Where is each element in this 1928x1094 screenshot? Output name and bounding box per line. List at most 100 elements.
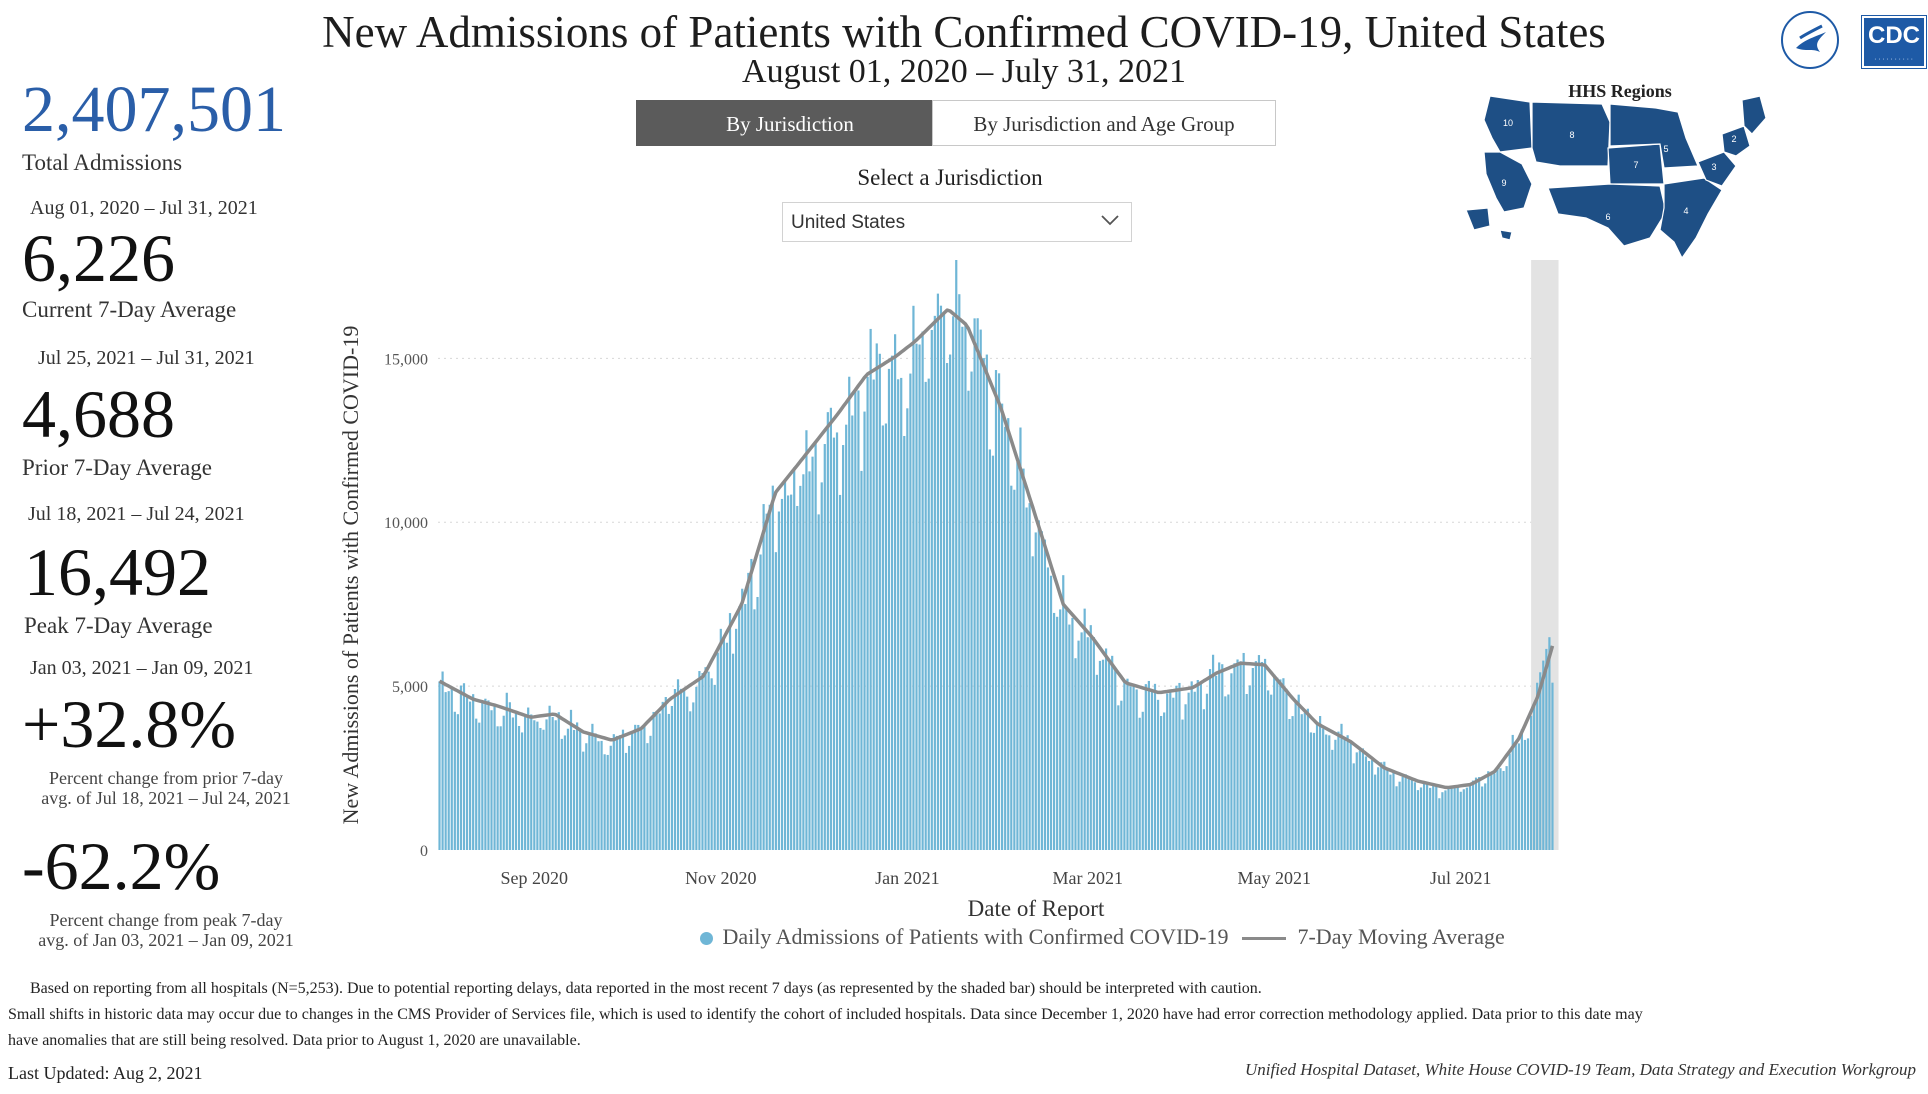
map-region-label-3: 3 — [1711, 162, 1716, 172]
hhs-eagle-icon — [1781, 11, 1839, 69]
map-region-3[interactable] — [1697, 151, 1737, 187]
daily-admission-bar — [646, 743, 649, 850]
daily-admission-bar — [1172, 697, 1175, 850]
daily-admission-bar — [1279, 679, 1282, 850]
daily-admission-bar — [866, 376, 869, 850]
daily-admission-bar — [1395, 786, 1398, 850]
map-region-label-7: 7 — [1633, 160, 1638, 170]
map-region-1[interactable] — [1741, 95, 1767, 135]
daily-admission-bar — [860, 470, 863, 850]
daily-admission-bar — [967, 390, 970, 850]
daily-admission-bar — [707, 671, 710, 850]
daily-admission-bar — [1456, 784, 1459, 850]
daily-admission-bar — [1514, 741, 1517, 850]
moving-average-path — [438, 308, 1555, 790]
daily-admission-bar — [631, 732, 634, 850]
daily-admission-bar — [933, 315, 936, 850]
daily-admission-bar — [1233, 663, 1236, 850]
daily-admission-bar — [1227, 694, 1230, 850]
map-region-8[interactable] — [1531, 101, 1611, 167]
daily-admission-bar — [1453, 787, 1456, 850]
daily-admission-bar — [1019, 427, 1022, 850]
daily-admission-bar — [1526, 738, 1530, 850]
map-hawaii[interactable] — [1499, 229, 1513, 241]
daily-admission-bar — [848, 376, 851, 850]
map-region-label-8: 8 — [1569, 130, 1574, 140]
daily-admission-bar — [1114, 667, 1117, 850]
daily-admission-bar — [771, 485, 774, 850]
daily-admission-bar — [927, 378, 930, 850]
footer-note-1: Based on reporting from all hospitals (N… — [30, 980, 1262, 997]
map-region-label-5: 5 — [1663, 144, 1668, 154]
daily-admission-bar — [1496, 766, 1499, 850]
daily-admission-bar — [539, 727, 542, 850]
daily-admission-bar — [1135, 689, 1138, 850]
daily-admission-bar — [1218, 662, 1221, 850]
chart-shaded-region — [1531, 260, 1559, 850]
change-peak-value: -62.2% — [22, 828, 221, 904]
daily-admission-bar — [1315, 723, 1319, 850]
daily-admission-bar — [609, 745, 612, 850]
daily-admission-bar — [1529, 715, 1533, 850]
chart-x-axis-label: Date of Report — [968, 896, 1105, 920]
y-tick-label: 5,000 — [392, 679, 428, 696]
daily-admission-bar — [799, 485, 802, 850]
tab-by-jurisdiction-and-age-group[interactable]: By Jurisdiction and Age Group — [932, 100, 1276, 146]
legend-bars-label: Daily Admissions of Patients with Confir… — [722, 924, 1229, 949]
chart-x-ticks: Sep 2020 Nov 2020 Jan 2021 Mar 2021 May 2021… — [501, 868, 1492, 888]
map-region-2[interactable] — [1721, 125, 1751, 157]
daily-admission-bar — [1010, 485, 1013, 850]
map-region-5[interactable] — [1609, 103, 1699, 169]
jurisdiction-select[interactable]: United States — [782, 202, 1132, 242]
daily-admission-bar — [1083, 608, 1086, 850]
total-admissions-value: 2,407,501 — [22, 73, 286, 146]
daily-admission-bar — [728, 613, 732, 850]
map-region-6[interactable] — [1547, 183, 1667, 247]
map-alaska[interactable] — [1465, 207, 1491, 231]
daily-admission-bar — [465, 697, 469, 850]
map-region-9[interactable] — [1483, 151, 1533, 213]
daily-admission-bar — [618, 735, 622, 850]
daily-admission-bar — [997, 373, 1001, 850]
change-prior-note-line1: Percent change from prior 7-day — [49, 768, 283, 788]
daily-admission-bar — [988, 449, 991, 850]
prior-avg-range: Jul 18, 2021 – Jul 24, 2021 — [28, 503, 245, 525]
x-tick-label: Nov 2020 — [685, 868, 757, 888]
total-admissions-range: Aug 01, 2020 – Jul 31, 2021 — [30, 197, 258, 219]
daily-admission-bar — [802, 474, 805, 850]
tab-by-jurisdiction[interactable]: By Jurisdiction — [636, 100, 944, 146]
jurisdiction-select-label: Select a Jurisdiction — [857, 165, 1043, 190]
map-region-label-10: 10 — [1503, 118, 1513, 128]
daily-admission-bar — [945, 363, 949, 850]
daily-admission-bar — [1331, 749, 1334, 850]
y-tick-label: 10,000 — [384, 515, 428, 532]
daily-admission-bar — [979, 329, 982, 851]
daily-admission-bar — [1410, 778, 1413, 850]
map-region-4[interactable] — [1659, 177, 1723, 260]
daily-admission-bar — [982, 358, 985, 850]
total-admissions-label: Total Admissions — [22, 150, 183, 175]
daily-admission-bar — [918, 344, 921, 850]
daily-admission-bar — [786, 495, 790, 850]
daily-admission-bar — [1236, 659, 1239, 850]
daily-admission-bar — [1120, 700, 1123, 850]
daily-admission-bar — [1426, 782, 1429, 850]
daily-admission-bar — [713, 684, 716, 850]
daily-admission-bar — [1221, 664, 1224, 850]
daily-admission-bar — [1520, 729, 1523, 850]
daily-admission-bar — [1132, 684, 1135, 850]
daily-admission-bar — [1416, 790, 1420, 850]
x-tick-label: May 2021 — [1237, 868, 1311, 888]
daily-admission-bar — [991, 455, 995, 850]
daily-admission-bar — [1297, 694, 1300, 850]
daily-admission-bar — [1230, 673, 1233, 850]
daily-admission-bar — [536, 721, 539, 850]
daily-admission-bar — [894, 334, 897, 850]
daily-admission-bar — [551, 717, 554, 850]
daily-admission-bar — [1502, 770, 1505, 850]
daily-admission-bar — [1215, 675, 1218, 850]
daily-admission-bar — [872, 379, 875, 850]
change-prior-note-line2: avg. of Jul 18, 2021 – Jul 24, 2021 — [41, 788, 291, 808]
hhs-regions-map[interactable]: 1 2 3 4 5 6 7 8 9 10 — [1460, 90, 1790, 300]
daily-admission-bar — [1239, 661, 1242, 850]
